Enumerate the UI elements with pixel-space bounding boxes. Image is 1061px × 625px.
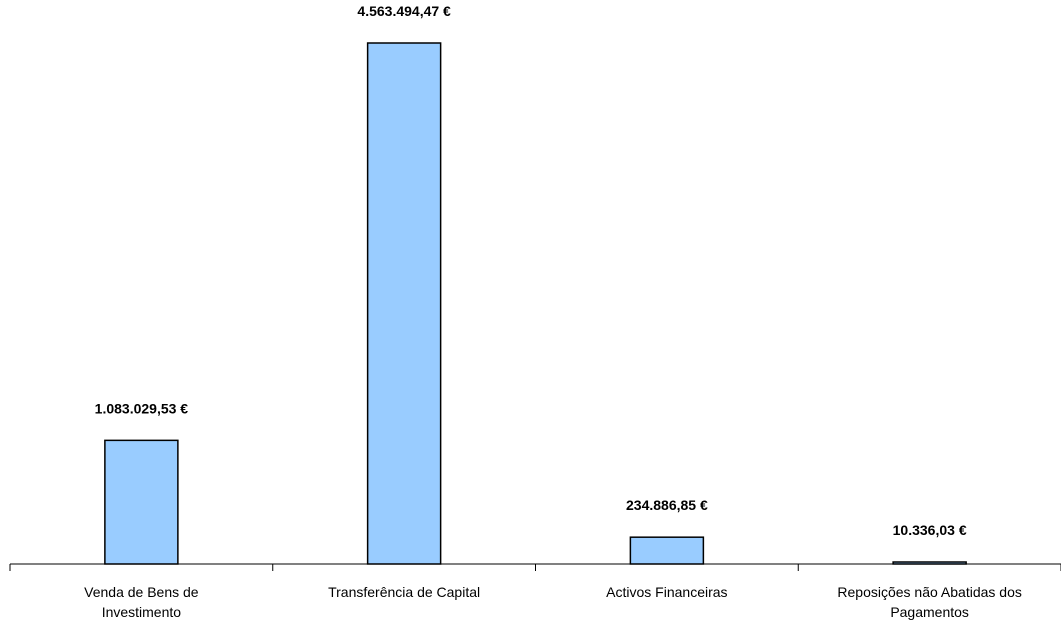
data-label-activos-financeiras: 234.886,85 € bbox=[626, 497, 708, 513]
data-label-venda-de-bens-de-investimento: 1.083.029,53 € bbox=[95, 400, 189, 416]
category-label-line: Investimento bbox=[102, 604, 182, 620]
bar-transferencia-de-capital bbox=[366, 42, 442, 565]
category-label-line: Transferência de Capital bbox=[328, 584, 480, 600]
data-label-transferencia-de-capital: 4.563.494,47 € bbox=[357, 3, 451, 19]
category-label-line: Venda de Bens de bbox=[84, 584, 199, 600]
x-axis bbox=[9, 563, 1061, 571]
labels-layer: 1.083.029,53 € Venda de Bens de Investimen… bbox=[84, 3, 1022, 620]
category-label-line: Activos Financeiras bbox=[606, 584, 727, 600]
category-label-reposicoes-nao-abatidas-dos-pagamentos: Reposições não Abatidas dos Pagamentos bbox=[837, 584, 1021, 620]
bar-activos-financeiras bbox=[629, 536, 705, 565]
category-label-transferencia-de-capital: Transferência de Capital bbox=[328, 584, 480, 600]
category-label-activos-financeiras: Activos Financeiras bbox=[606, 584, 727, 600]
bar-venda-de-bens-de-investimento bbox=[104, 439, 179, 565]
category-label-venda-de-bens-de-investimento: Venda de Bens de Investimento bbox=[84, 584, 199, 620]
data-label-reposicoes-nao-abatidas-dos-pagamentos: 10.336,03 € bbox=[893, 522, 967, 538]
category-label-line: Reposições não Abatidas dos bbox=[837, 584, 1021, 600]
category-label-line: Pagamentos bbox=[890, 604, 969, 620]
bars-layer bbox=[104, 42, 967, 565]
